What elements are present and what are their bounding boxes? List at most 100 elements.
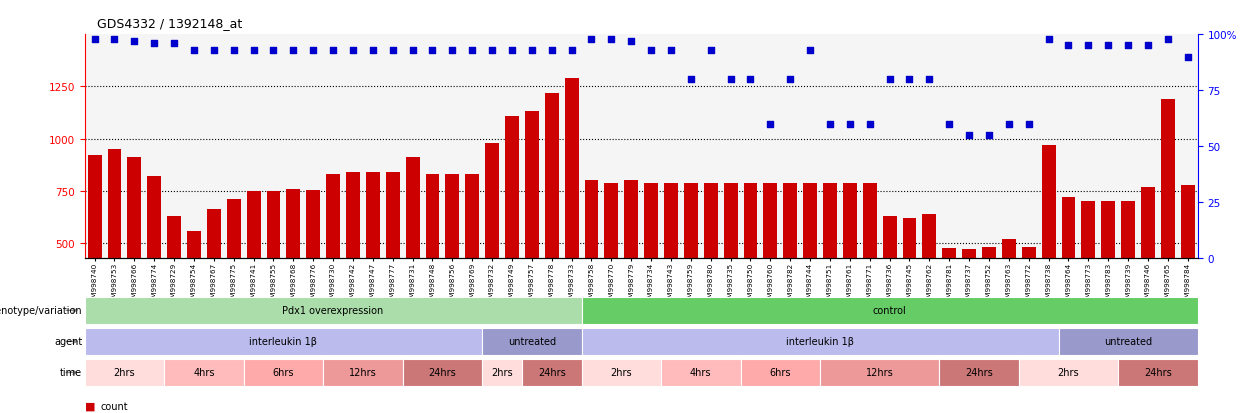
Point bbox=[402, 47, 422, 54]
Point bbox=[1158, 36, 1178, 43]
Bar bbox=[187, 231, 200, 348]
Bar bbox=[147, 177, 161, 348]
Text: count: count bbox=[101, 401, 128, 411]
Bar bbox=[604, 183, 619, 348]
Bar bbox=[1102, 202, 1116, 348]
Bar bbox=[982, 248, 996, 348]
Bar bbox=[661, 359, 741, 386]
Point bbox=[880, 76, 900, 83]
Point bbox=[224, 47, 244, 54]
Text: 2hrs: 2hrs bbox=[492, 368, 513, 377]
Bar bbox=[1142, 187, 1155, 348]
Bar bbox=[286, 189, 300, 348]
Text: 24hrs: 24hrs bbox=[1144, 368, 1172, 377]
Point bbox=[324, 47, 344, 54]
Bar bbox=[565, 79, 579, 348]
Text: 12hrs: 12hrs bbox=[865, 368, 894, 377]
Bar bbox=[684, 183, 697, 348]
Bar bbox=[962, 250, 976, 348]
Bar bbox=[207, 209, 220, 348]
Text: 4hrs: 4hrs bbox=[193, 368, 214, 377]
Bar bbox=[741, 359, 820, 386]
Bar bbox=[581, 328, 1058, 355]
Bar bbox=[664, 183, 679, 348]
Bar bbox=[1018, 359, 1118, 386]
Bar bbox=[803, 183, 817, 348]
Point bbox=[1078, 43, 1098, 50]
Point bbox=[382, 47, 402, 54]
Point bbox=[661, 47, 681, 54]
Point bbox=[164, 41, 184, 47]
Bar bbox=[1160, 100, 1175, 348]
Point bbox=[998, 121, 1018, 128]
Point bbox=[482, 47, 502, 54]
Point bbox=[621, 38, 641, 45]
Bar bbox=[823, 183, 837, 348]
Bar bbox=[386, 173, 400, 348]
Point bbox=[144, 41, 164, 47]
Bar bbox=[85, 359, 164, 386]
Bar bbox=[244, 359, 324, 386]
Text: 6hrs: 6hrs bbox=[769, 368, 791, 377]
Point bbox=[244, 47, 264, 54]
Point bbox=[1178, 54, 1198, 61]
Bar bbox=[402, 359, 482, 386]
Bar bbox=[446, 175, 459, 348]
Bar bbox=[1122, 202, 1135, 348]
Point bbox=[681, 76, 701, 83]
Text: untreated: untreated bbox=[508, 337, 557, 347]
Bar bbox=[324, 359, 402, 386]
Bar bbox=[466, 175, 479, 348]
Point bbox=[1018, 121, 1038, 128]
Text: GDS4332 / 1392148_at: GDS4332 / 1392148_at bbox=[97, 17, 243, 29]
Point bbox=[422, 47, 442, 54]
Point bbox=[721, 76, 741, 83]
Bar bbox=[1118, 359, 1198, 386]
Bar bbox=[1180, 185, 1195, 348]
Bar bbox=[306, 190, 320, 348]
Bar bbox=[1062, 198, 1076, 348]
Text: agent: agent bbox=[54, 337, 82, 347]
Point bbox=[1138, 43, 1158, 50]
Point bbox=[860, 121, 880, 128]
Bar bbox=[581, 359, 661, 386]
Bar bbox=[644, 183, 659, 348]
Point bbox=[304, 47, 324, 54]
Point bbox=[502, 47, 522, 54]
Bar bbox=[85, 297, 581, 324]
Bar bbox=[266, 192, 280, 348]
Text: ■: ■ bbox=[85, 401, 95, 411]
Text: 24hrs: 24hrs bbox=[538, 368, 565, 377]
Point bbox=[900, 76, 920, 83]
Bar bbox=[1022, 248, 1036, 348]
Point bbox=[840, 121, 860, 128]
Point bbox=[979, 132, 998, 139]
Bar bbox=[505, 116, 519, 348]
Bar bbox=[87, 156, 102, 348]
Bar bbox=[585, 181, 599, 348]
Bar bbox=[863, 183, 876, 348]
Bar bbox=[1058, 328, 1198, 355]
Point bbox=[542, 47, 561, 54]
Text: 6hrs: 6hrs bbox=[273, 368, 294, 377]
Bar bbox=[346, 173, 360, 348]
Bar bbox=[107, 150, 122, 348]
Text: percentile rank within the sample: percentile rank within the sample bbox=[101, 412, 266, 413]
Bar bbox=[426, 175, 439, 348]
Bar bbox=[486, 143, 499, 348]
Text: 4hrs: 4hrs bbox=[690, 368, 712, 377]
Bar bbox=[366, 173, 380, 348]
Point bbox=[284, 47, 304, 54]
Text: 24hrs: 24hrs bbox=[965, 368, 994, 377]
Text: untreated: untreated bbox=[1104, 337, 1152, 347]
Point bbox=[1118, 43, 1138, 50]
Point bbox=[761, 121, 781, 128]
Point bbox=[701, 47, 721, 54]
Text: 2hrs: 2hrs bbox=[610, 368, 632, 377]
Text: time: time bbox=[60, 368, 82, 377]
Point bbox=[85, 36, 105, 43]
Point bbox=[561, 47, 581, 54]
Bar bbox=[545, 93, 559, 348]
Point bbox=[741, 76, 761, 83]
Point bbox=[1038, 36, 1058, 43]
